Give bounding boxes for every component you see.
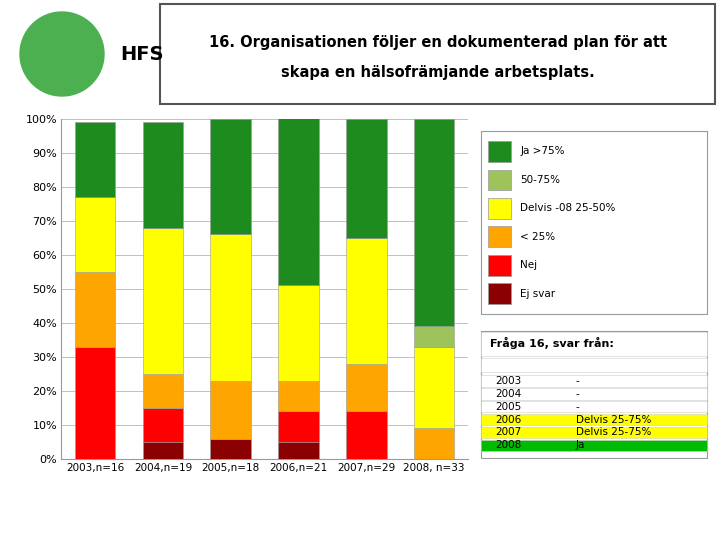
Bar — [210, 119, 251, 234]
Text: 2004: 2004 — [495, 389, 521, 399]
Circle shape — [20, 12, 104, 96]
Bar — [481, 375, 707, 387]
Bar — [143, 374, 183, 408]
Bar — [143, 442, 183, 459]
Bar — [481, 388, 707, 400]
Bar — [210, 438, 251, 459]
Bar — [481, 414, 707, 426]
Text: Nätverket Hälsofrämjande sjukhus och vårdorganisationer (HFS): Nätverket Hälsofrämjande sjukhus och vår… — [145, 498, 575, 512]
Bar — [488, 255, 511, 275]
Bar — [346, 238, 387, 364]
Text: 2007: 2007 — [495, 428, 521, 437]
Text: Nej: Nej — [521, 260, 537, 270]
Bar — [278, 381, 319, 411]
Bar — [481, 427, 707, 438]
Text: 50-75%: 50-75% — [521, 175, 560, 185]
Bar — [488, 198, 511, 219]
Text: -: - — [575, 402, 580, 411]
FancyBboxPatch shape — [481, 131, 707, 314]
Bar — [75, 347, 115, 459]
Text: 2006: 2006 — [495, 415, 521, 424]
Bar — [481, 357, 707, 373]
Bar — [481, 401, 707, 413]
Text: 16. Organisationen följer en dokumenterad plan för att: 16. Organisationen följer en dokumentera… — [209, 36, 667, 51]
FancyBboxPatch shape — [160, 4, 715, 104]
Bar — [481, 332, 707, 355]
Text: Delvis 25-75%: Delvis 25-75% — [575, 415, 651, 424]
Bar — [488, 284, 511, 304]
Text: Delvis -08 25-50%: Delvis -08 25-50% — [521, 204, 616, 213]
Bar — [414, 428, 454, 459]
Bar — [481, 440, 707, 451]
Bar — [278, 286, 319, 381]
Bar — [278, 442, 319, 459]
Text: 2003: 2003 — [495, 376, 521, 386]
Bar — [278, 411, 319, 442]
Bar — [414, 326, 454, 347]
Bar — [210, 234, 251, 381]
Bar — [488, 141, 511, 162]
Bar — [414, 119, 454, 326]
Bar — [488, 226, 511, 247]
Text: -: - — [575, 376, 580, 386]
Text: 2008: 2008 — [495, 441, 521, 450]
Bar — [143, 228, 183, 374]
Bar — [346, 119, 387, 238]
Bar — [414, 347, 454, 428]
Text: 2005: 2005 — [495, 402, 521, 411]
Bar — [75, 122, 115, 197]
Bar — [278, 92, 319, 286]
Text: skapa en hälsofrämjande arbetsplats.: skapa en hälsofrämjande arbetsplats. — [281, 65, 595, 80]
Text: Delvis 25-75%: Delvis 25-75% — [575, 428, 651, 437]
Text: Fråga 16, svar från:: Fråga 16, svar från: — [490, 338, 614, 349]
Bar — [143, 122, 183, 228]
Text: < 25%: < 25% — [521, 232, 555, 242]
FancyBboxPatch shape — [481, 331, 707, 458]
Text: Ja: Ja — [575, 441, 585, 450]
Bar — [488, 170, 511, 190]
Text: Ej svar: Ej svar — [521, 289, 555, 299]
Bar — [75, 197, 115, 272]
Text: Ja >75%: Ja >75% — [521, 146, 564, 157]
Bar — [346, 364, 387, 411]
Bar — [346, 411, 387, 459]
Text: HFS: HFS — [120, 44, 163, 64]
Bar — [143, 408, 183, 442]
Text: -: - — [575, 389, 580, 399]
Bar — [75, 272, 115, 347]
Bar — [210, 381, 251, 438]
